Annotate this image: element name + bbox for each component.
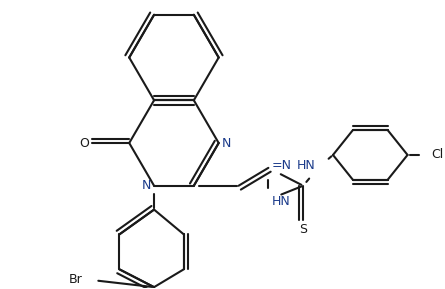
Text: =N: =N — [271, 159, 291, 172]
Text: N: N — [222, 136, 231, 149]
Text: HN: HN — [271, 195, 290, 208]
Text: N: N — [142, 179, 151, 192]
Text: HN: HN — [296, 159, 315, 172]
Text: S: S — [299, 223, 307, 236]
Text: Br: Br — [69, 273, 82, 286]
Text: O: O — [80, 136, 89, 149]
Text: Cl: Cl — [431, 149, 444, 162]
